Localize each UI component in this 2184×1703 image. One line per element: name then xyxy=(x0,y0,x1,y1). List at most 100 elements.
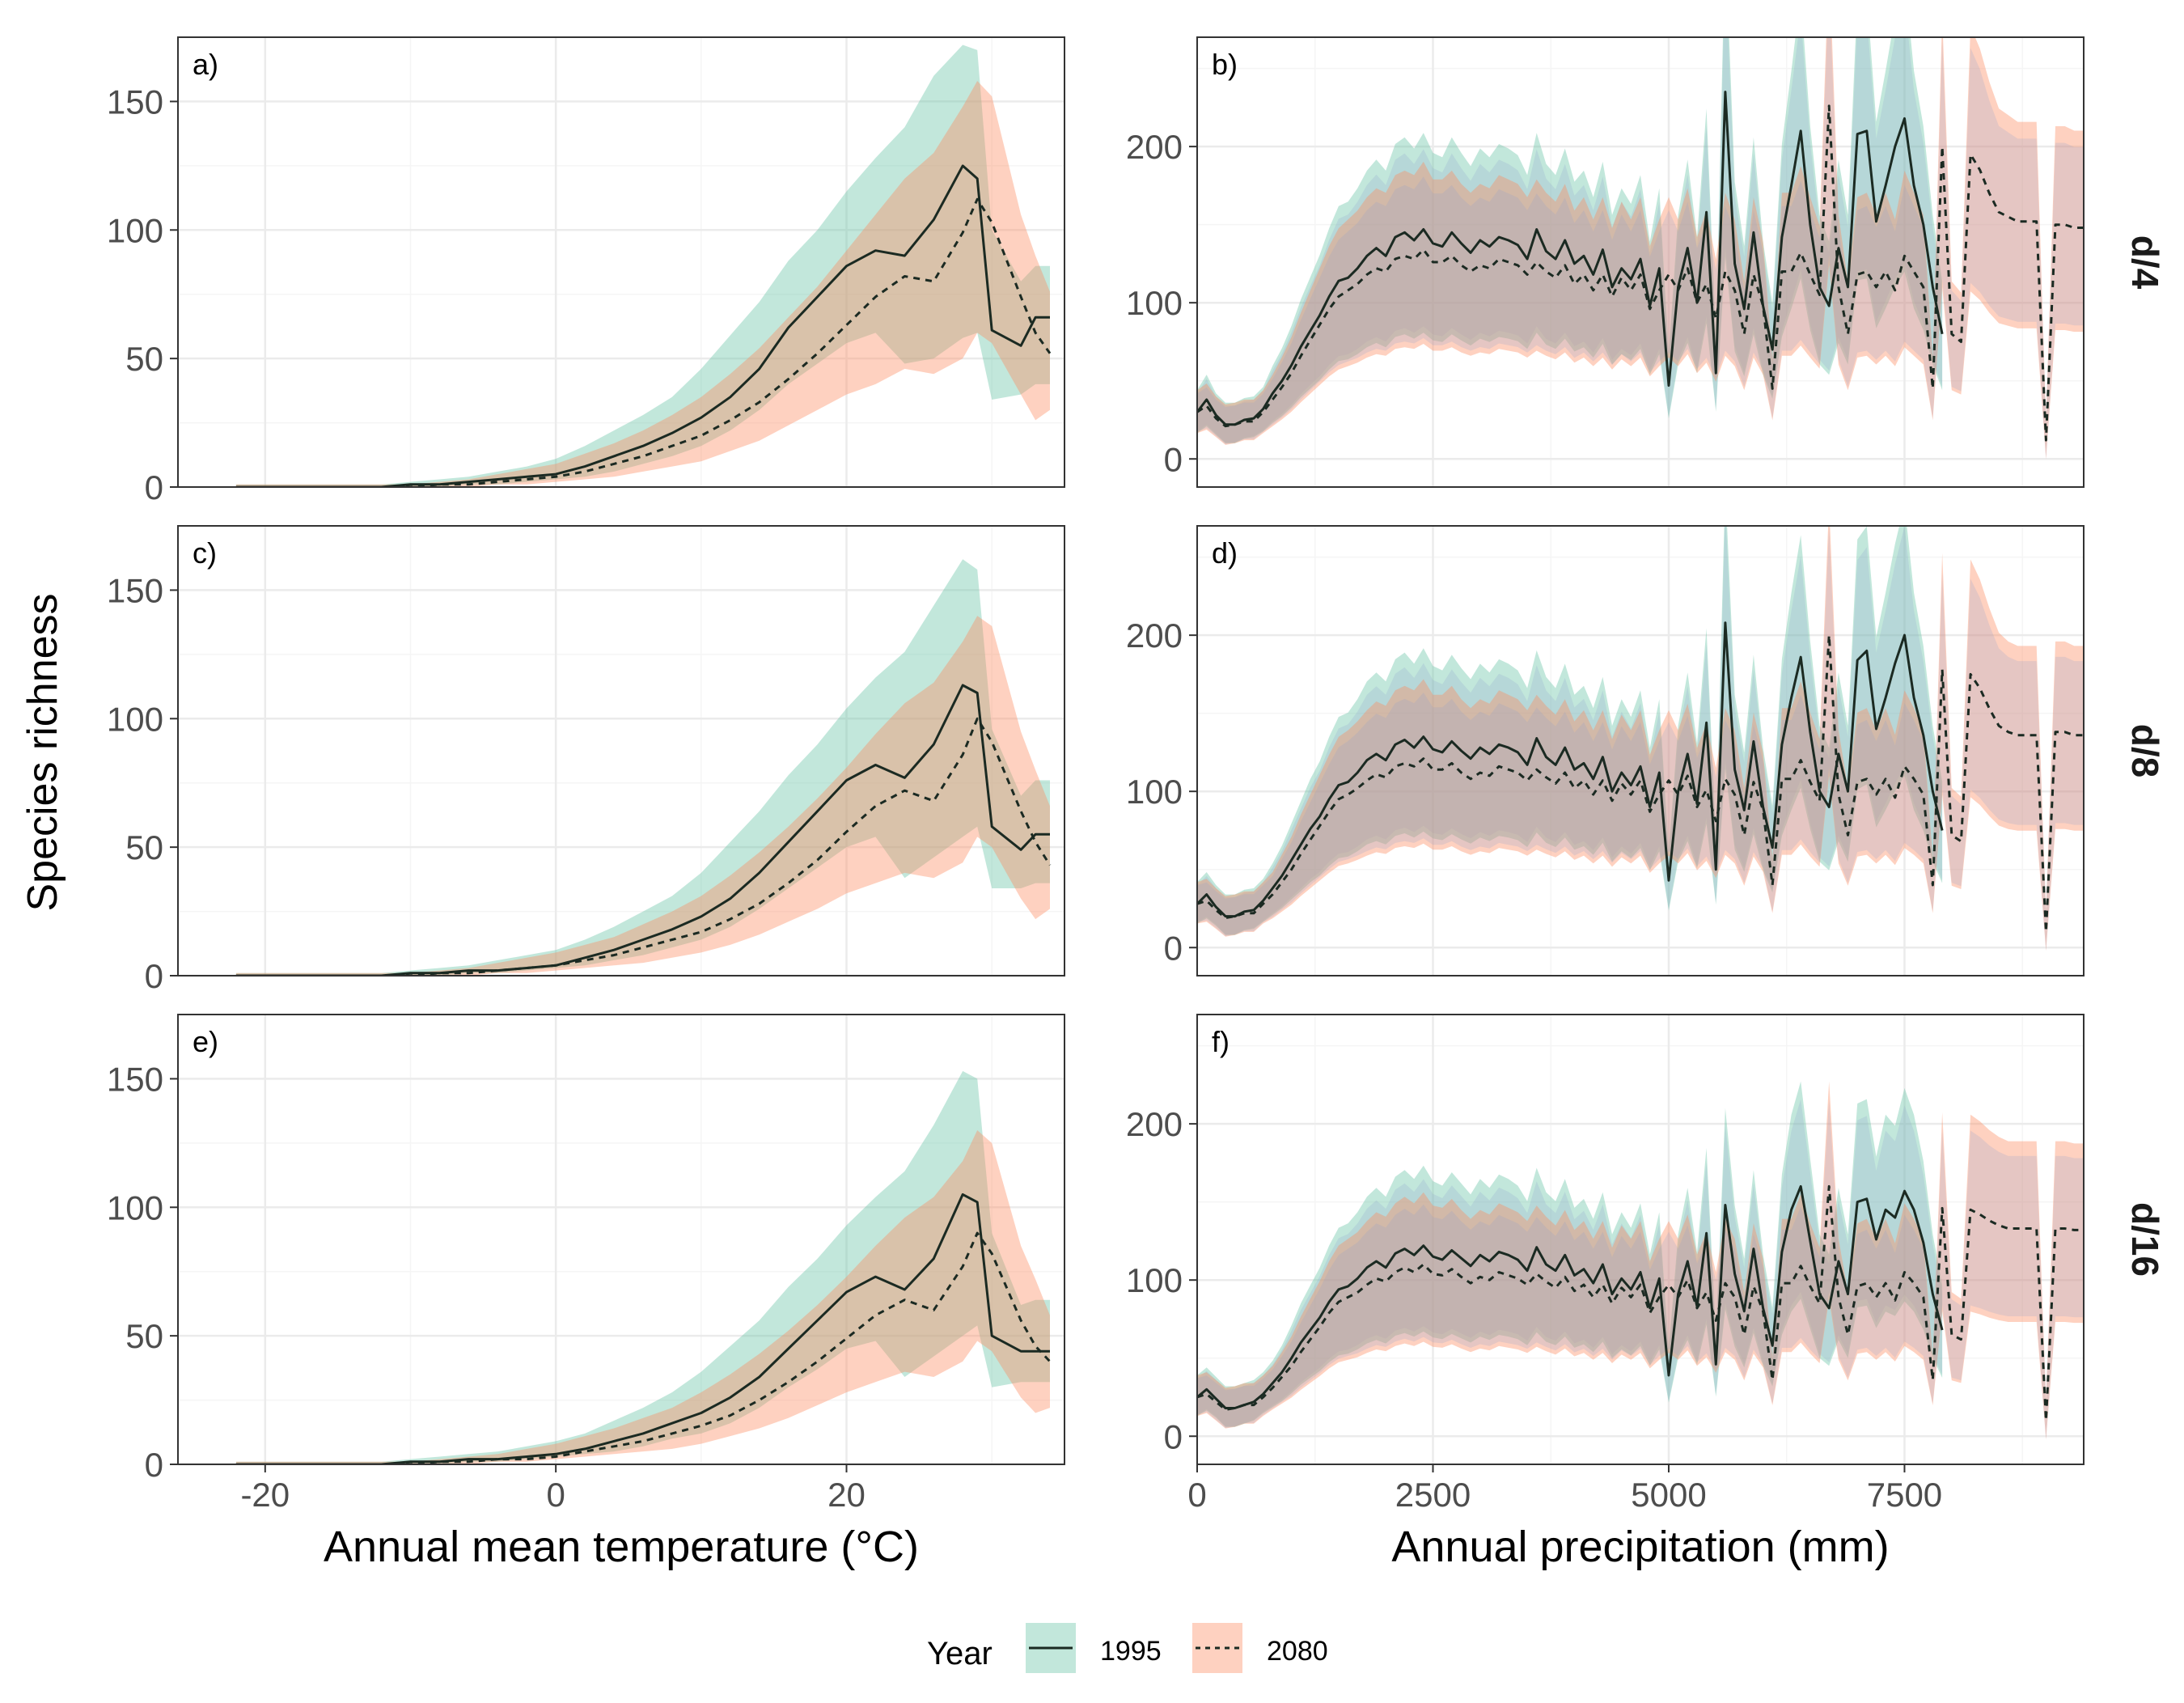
panel-border xyxy=(1196,36,2085,488)
facet-strip-label: d/4 xyxy=(2124,235,2166,290)
ribbon-2080 xyxy=(1197,1081,2084,1440)
panel-tag: c) xyxy=(193,536,217,570)
plot-area xyxy=(1197,37,2084,460)
panel-tag: e) xyxy=(193,1025,218,1058)
y-tick-label: 0 xyxy=(1164,1417,1183,1455)
series-line-1995 xyxy=(235,1193,1050,1464)
plot-area xyxy=(1197,1081,2084,1440)
y-tick-label: 0 xyxy=(145,468,163,506)
panel-background xyxy=(1197,1015,2084,1464)
y-tick-label: 50 xyxy=(125,828,163,866)
y-tick-label: 100 xyxy=(1126,284,1183,322)
series-line-2080 xyxy=(235,1231,1052,1464)
panel-tag: f) xyxy=(1212,1025,1230,1058)
x-tick-label: 0 xyxy=(546,1476,565,1514)
panel-border xyxy=(177,36,1065,488)
panel-tag: d) xyxy=(1212,536,1238,570)
x-tick-label: 5000 xyxy=(1631,1476,1706,1514)
panel-background xyxy=(178,526,1064,976)
ribbon-2080 xyxy=(235,1130,1050,1464)
panel-border xyxy=(177,525,1065,976)
y-tick-label: 0 xyxy=(145,957,163,995)
ribbon-secondary-2080 xyxy=(1197,37,2084,460)
series-line-2080 xyxy=(1197,104,2084,442)
x-tick-label: 7500 xyxy=(1867,1476,1942,1514)
y-tick-label: 150 xyxy=(107,571,163,609)
ribbon-secondary-1995 xyxy=(1197,37,1943,443)
x-tick-label: 2500 xyxy=(1395,1476,1471,1514)
legend-key-2080: 2080 xyxy=(1192,1623,1328,1673)
legend-title: Year xyxy=(927,1636,993,1671)
series-line-2080 xyxy=(1197,1184,2084,1422)
ribbon-2080 xyxy=(235,616,1050,976)
panel-a: a) 0 50 100 150 xyxy=(107,36,1065,506)
plot-area xyxy=(235,559,1052,976)
ribbon-2080 xyxy=(1197,37,2084,460)
x-axis-title: Annual mean temperature (°C) xyxy=(324,1523,919,1571)
panel-c: c) 0 50 100 150 xyxy=(107,525,1065,995)
plot-area xyxy=(235,1070,1052,1464)
ribbon-secondary-2080 xyxy=(1197,526,2084,951)
series-line-2080 xyxy=(1197,633,2084,934)
ribbon-2080 xyxy=(235,81,1050,487)
panel-border xyxy=(177,1014,1065,1465)
y-tick-label: 100 xyxy=(1126,1261,1183,1299)
legend: Year 1995 2080 xyxy=(927,1623,1328,1673)
panel-background xyxy=(1197,526,2084,976)
y-tick-label: 0 xyxy=(1164,929,1183,967)
panel-tag: b) xyxy=(1212,48,1238,81)
ribbon-secondary-1995 xyxy=(1197,526,1943,934)
x-tick-label: 20 xyxy=(827,1476,866,1514)
panel-tag: a) xyxy=(193,48,218,81)
y-tick-label: 0 xyxy=(1164,440,1183,478)
plot-area xyxy=(235,44,1052,487)
legend-label-2080: 2080 xyxy=(1267,1636,1328,1667)
series-line-2080 xyxy=(235,197,1052,487)
y-tick-label: 100 xyxy=(107,1188,163,1226)
series-line-2080 xyxy=(235,717,1052,976)
panel-border xyxy=(1196,1014,2085,1465)
plot-area xyxy=(1197,526,2084,951)
y-tick-label: 150 xyxy=(107,83,163,121)
y-tick-label: 200 xyxy=(1126,616,1183,655)
legend-label-1995: 1995 xyxy=(1100,1636,1162,1667)
x-tick-label: 0 xyxy=(1187,1476,1206,1514)
ribbon-1995 xyxy=(235,559,1050,976)
y-tick-label: 100 xyxy=(107,211,163,249)
facet-strip-label: d/16 xyxy=(2124,1202,2166,1277)
y-tick-label: 100 xyxy=(107,700,163,738)
panel-background xyxy=(178,1015,1064,1464)
ribbon-1995 xyxy=(235,44,1050,487)
y-tick-label: 0 xyxy=(145,1446,163,1484)
x-tick-label: -20 xyxy=(240,1476,290,1514)
panel-e: e) 0 50 100 150 -20 0 20 Annual mean temperature… xyxy=(107,1014,1065,1571)
facet-strip-label: d/8 xyxy=(2124,724,2166,777)
panel-b: b) 0 100 200 d/4 xyxy=(1126,36,2166,488)
ribbon-2080 xyxy=(1197,526,2084,951)
series-line-1995 xyxy=(235,164,1050,487)
y-tick-label: 150 xyxy=(107,1060,163,1098)
ribbon-1995 xyxy=(1197,37,1943,443)
series-line-1995 xyxy=(235,684,1050,976)
y-axis-title: Species richness xyxy=(19,593,66,911)
legend-key-1995: 1995 xyxy=(1026,1623,1162,1673)
panel-border xyxy=(1196,525,2085,976)
y-tick-label: 50 xyxy=(125,340,163,378)
panel-d: d) 0 100 200 d/8 xyxy=(1126,525,2166,976)
panel-f: f) 0 100 200 0 2500 5000 7500 Annual precipitati… xyxy=(1126,1014,2166,1571)
ribbon-1995 xyxy=(1197,1081,1943,1427)
x-axis-title: Annual precipitation (mm) xyxy=(1391,1523,1889,1571)
ribbon-1995 xyxy=(235,1070,1050,1464)
y-tick-label: 200 xyxy=(1126,128,1183,166)
ribbon-secondary-2080 xyxy=(1197,1099,2084,1440)
series-line-1995 xyxy=(1197,621,1944,918)
ribbon-1995 xyxy=(1197,526,1943,935)
y-tick-label: 200 xyxy=(1126,1105,1183,1143)
series-line-1995 xyxy=(1197,91,1944,426)
y-tick-label: 50 xyxy=(125,1317,163,1355)
series-line-1995 xyxy=(1197,1184,1944,1409)
y-tick-label: 100 xyxy=(1126,773,1183,811)
panels: a)050100150b)0100200d/4c)050100150d)0100… xyxy=(107,36,2166,1571)
